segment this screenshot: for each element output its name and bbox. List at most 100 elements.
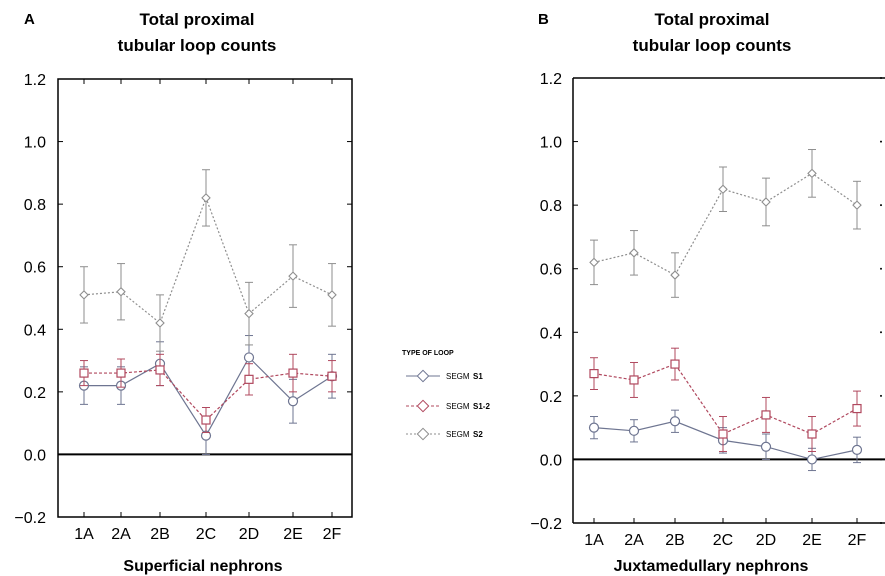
panel-b-ytick-label: −0.2 [530,516,562,533]
panel-a-series-s1-2-point [327,371,337,381]
panel-b-series-s1-point [588,422,600,433]
panel-a-series-s2-point [288,271,298,281]
panel-a-frame [57,78,353,518]
panel-b-right-dot [880,77,882,79]
panel-a-xtick-label: 1A [74,526,94,543]
panel-a-series-s2-point [155,318,165,328]
panel-a-series-s2-point [201,193,211,203]
panel-b-series-s1-point [628,425,640,436]
panel-a-xtick-label: 2E [283,526,303,543]
legend-item-s1: SEGM S1 [406,369,483,383]
panel-b-ytick-label: 0.0 [540,452,562,469]
panel-a-xtick-label: 2F [323,526,342,543]
panel-b-series-s1-2-point [670,359,680,369]
panel-b-xlabel: Juxtamedullary nephrons [614,558,809,575]
panel-a-xtick-label: 2A [111,526,131,543]
panel-a-ytick-label: 0.0 [24,447,46,464]
panel-a-series-s1-2-point [244,374,254,384]
panel-b-series-s1-2-point [807,429,817,439]
panel-a-series-s1-point [287,396,299,407]
panel-b-right-dot [880,204,882,207]
legend-s2-code: S2 [473,430,483,439]
panel-b-right-dot [880,522,882,524]
panel-a-series-s1-point [243,352,255,363]
legend-s1-2-marker [416,399,430,413]
panel-b-xtick-label: 2C [713,532,733,549]
panel-b-right-dot [880,140,882,143]
panel-b-series-s1-point [669,416,681,427]
panel-b-ytick-label: 0.2 [540,389,562,406]
panel-a-series-s2-point [244,308,254,319]
panel-b-series-s2-point [718,184,728,195]
panel-a-letter: A [24,11,35,28]
panel-b-ytick-label: 1.0 [540,135,562,152]
panel-b-ytick-label: 0.6 [540,262,562,279]
panel-b-ytick-label: 1.2 [540,71,562,88]
panel-a-ytick-label: 0.4 [24,322,46,339]
legend-s1-code: S1 [473,372,483,381]
panel-b-xtick-label: 2F [848,532,867,549]
panel-b-right-dot [880,394,882,397]
panel-b-xtick-label: 1A [584,532,604,549]
panel-b-ytick-label: 0.4 [540,325,562,342]
panel-b-series-s1-2-point [589,369,599,379]
panel-b-right-dot [880,331,882,334]
panel-a-title-line2: tubular loop counts [118,36,277,55]
panel-a-plot: −0.2 0.0 0.2 0.4 0.6 0.8 1.0 1.2 1A 2A 2B 2C 2D 2E 2F [14,72,353,543]
panel-b-xtick-label: 2B [665,532,685,549]
panel-b-series-s1-2-point [629,375,639,385]
legend-title: TYPE OF LOOP [402,350,454,357]
panel-b-xtick-label: 2D [756,532,776,549]
panel-b-series-s2-point [670,270,680,280]
panel-a-xlabel: Superficial nephrons [123,558,282,575]
panel-a-series-s1-2-point [79,368,89,378]
panel-b-xtick-label: 2E [802,532,822,549]
panel-a-ytick-label: 0.8 [24,197,46,214]
panel-a-series-s2-point [79,290,89,300]
panel-a-xtick-label: 2B [150,526,170,543]
legend-s1-marker [416,369,430,383]
panel-b-series-s2-point [807,168,817,179]
panel-b-series-s2-point [852,200,862,210]
panel-b-ytick-label: 0.8 [540,198,562,215]
panel-b-letter: B [538,11,549,28]
panel-b-series-s1-point [806,454,818,465]
legend-s1-text: SEGM [446,372,470,381]
panel-a-series-s2-point [116,286,126,297]
panel-b-series-s1-2-point [718,429,728,439]
panel-a-title-line1: Total proximal [140,10,255,29]
panel-a-xtick-label: 2C [196,526,216,543]
legend-s2-marker [416,427,430,441]
panel-a-ytick-label: −0.2 [14,510,46,527]
panel-b-series-s1-2-point [852,403,862,414]
legend-item-s2: SEGM S2 [406,427,483,441]
panel-a-series-s1-2-point [201,415,211,425]
legend-s1-2-text: SEGM [446,402,470,411]
panel-b-series-s1-2-point [761,410,771,420]
panel-b-title-line1: Total proximal [655,10,770,29]
panel-a-series-s1-2-point [155,365,165,375]
panel-a-ytick-label: 1.0 [24,135,46,152]
panel-b-xtick-label: 2A [624,532,644,549]
panel-b-plot: −0.2 0.0 0.2 0.4 0.6 0.8 1.0 1.2 1A 2A 2B 2C 2D 2E 2F [530,71,885,549]
legend-s1-2-code: S1-2 [473,402,490,411]
panel-a-ytick-label: 1.2 [24,72,46,89]
panel-b-series-s1-point [851,444,863,455]
panel-a-series-s2-point [327,290,337,300]
legend-s2-text: SEGM [446,430,470,439]
panel-a-ytick-label: 0.2 [24,385,46,402]
panel-a-xtick-label: 2D [239,526,259,543]
panel-a-series-s1-2-point [288,368,298,378]
panel-a-ytick-label: 0.6 [24,260,46,277]
panel-b-series-s1-2-line [593,363,858,435]
panel-b-title-line2: tubular loop counts [633,36,792,55]
panel-b-series-s2-point [589,257,599,268]
panel-b-series-s2-point [629,248,639,258]
legend: TYPE OF LOOP SEGM S1 SEGM S1-2 SEGM S2 [402,350,490,441]
panel-b-series-s1-point [760,441,772,452]
panel-b-right-dot [880,267,882,270]
panel-a-series-s1-2-point [116,368,126,378]
legend-item-s1-2: SEGM S1-2 [406,399,490,413]
panel-b-series-s2-point [761,197,771,207]
